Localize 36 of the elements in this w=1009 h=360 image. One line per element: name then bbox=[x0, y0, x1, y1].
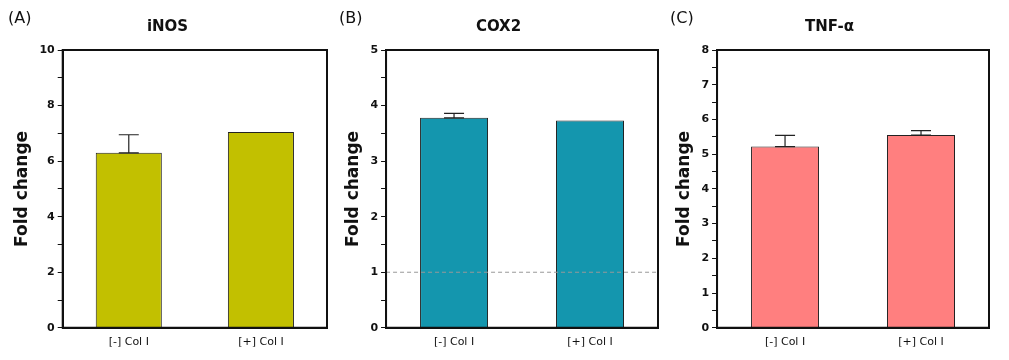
y-tick-label: 6 bbox=[701, 112, 710, 126]
y-tick-label: 3 bbox=[701, 216, 710, 230]
y-tick-label: 0 bbox=[370, 320, 379, 334]
y-axis-title: Fold change bbox=[672, 130, 693, 247]
x-tick-label: [-] Col I bbox=[433, 335, 475, 349]
y-tick-label: 1 bbox=[370, 265, 379, 279]
chart-title: TNF-α bbox=[804, 16, 855, 35]
x-tick-label: [-] Col I bbox=[764, 335, 806, 349]
y-tick-label: 7 bbox=[701, 77, 710, 91]
text: (B) bbox=[339, 8, 363, 27]
y-tick-label: 3 bbox=[370, 153, 379, 167]
y-tick-label: 10 bbox=[39, 42, 56, 56]
y-tick-label: 2 bbox=[701, 251, 710, 265]
text: (A) bbox=[8, 8, 32, 27]
y-tick-label: 4 bbox=[701, 181, 710, 195]
y-axis-title: Fold change bbox=[341, 130, 362, 247]
x-tick-label: [+] Col I bbox=[238, 335, 284, 349]
y-tick-label: 5 bbox=[701, 147, 710, 161]
x-tick-label: [+] Col I bbox=[567, 335, 613, 349]
text: (C) bbox=[670, 8, 694, 27]
y-tick-label: 8 bbox=[47, 98, 55, 112]
x-tick-label: [+] Col I bbox=[898, 335, 944, 349]
y-tick-label: 1 bbox=[701, 285, 710, 299]
chart-title: iNOS bbox=[146, 16, 189, 35]
y-tick-label: 2 bbox=[370, 209, 379, 223]
y-tick-label: 5 bbox=[370, 42, 379, 56]
chart-title: COX2 bbox=[475, 16, 522, 35]
y-tick-label: 0 bbox=[47, 320, 56, 334]
y-axis-title: Fold change bbox=[10, 130, 31, 247]
y-tick-label: 0 bbox=[701, 320, 710, 334]
y-tick-label: 4 bbox=[370, 98, 379, 112]
x-tick-label: [-] Col I bbox=[108, 335, 149, 349]
y-tick-label: 6 bbox=[47, 153, 56, 167]
y-tick-label: 8 bbox=[701, 42, 710, 56]
y-tick-label: 2 bbox=[47, 265, 55, 279]
y-tick-label: 4 bbox=[47, 209, 56, 223]
